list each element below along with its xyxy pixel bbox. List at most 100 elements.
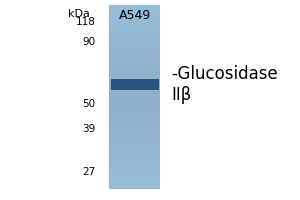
Bar (110, 171, 160, 172)
Bar (110, 24, 160, 25)
Bar (110, 161, 160, 162)
Bar (110, 112, 160, 113)
Bar (110, 77, 160, 78)
Bar (110, 106, 160, 107)
Bar (110, 174, 160, 175)
Bar (110, 97, 160, 98)
Bar (110, 133, 160, 134)
Bar (110, 62, 160, 63)
Bar (110, 187, 160, 188)
Bar (110, 54, 160, 55)
Bar (110, 19, 160, 20)
Bar (110, 139, 160, 140)
Bar (110, 78, 160, 79)
Bar (110, 55, 160, 56)
Bar (110, 34, 160, 35)
Bar (110, 101, 160, 102)
Bar (110, 117, 160, 118)
Bar (110, 31, 160, 32)
Bar (110, 47, 160, 48)
Bar (110, 74, 160, 75)
Bar (110, 90, 160, 91)
Bar (110, 37, 160, 38)
Bar (110, 147, 160, 148)
Bar (110, 107, 160, 108)
Bar (110, 167, 160, 168)
Bar (110, 12, 160, 13)
Bar (110, 115, 160, 116)
Bar (110, 71, 160, 72)
Bar (110, 67, 160, 68)
Bar (110, 72, 160, 73)
Bar (110, 148, 160, 149)
Bar (110, 11, 160, 12)
Text: 118: 118 (76, 17, 95, 27)
Bar (110, 163, 160, 164)
Bar (110, 144, 160, 145)
Bar (110, 141, 160, 142)
Text: 39: 39 (82, 124, 95, 134)
Bar (110, 83, 160, 84)
Bar (110, 137, 160, 138)
Bar (110, 100, 160, 101)
Bar (110, 175, 160, 176)
Bar (110, 98, 160, 99)
Bar (110, 66, 160, 67)
Bar (110, 50, 160, 51)
Bar (110, 17, 160, 18)
Bar (110, 82, 160, 83)
Text: 90: 90 (82, 37, 95, 47)
Bar (110, 14, 160, 15)
Text: 27: 27 (82, 167, 95, 177)
Bar (110, 157, 160, 158)
Bar (110, 154, 160, 155)
Text: kDa: kDa (68, 9, 90, 19)
Bar (110, 9, 160, 10)
Bar (110, 111, 160, 112)
Bar (110, 6, 160, 7)
Bar (110, 140, 160, 141)
Bar (110, 45, 160, 46)
Bar (110, 85, 160, 86)
Bar (110, 178, 160, 179)
Bar (110, 69, 160, 70)
Bar (110, 30, 160, 31)
Bar (110, 60, 160, 61)
Bar (110, 53, 160, 54)
Bar (110, 95, 160, 96)
Bar (110, 20, 160, 21)
Bar (110, 180, 160, 181)
Bar (110, 143, 160, 144)
Bar (110, 186, 160, 187)
Bar (110, 33, 160, 34)
Bar (110, 79, 160, 80)
Bar (110, 93, 160, 94)
Bar (110, 64, 160, 65)
Bar (110, 21, 160, 22)
Bar (110, 181, 160, 182)
Bar (110, 176, 160, 177)
Bar (110, 22, 160, 23)
Bar (110, 36, 160, 37)
Bar (110, 28, 160, 29)
Bar (110, 65, 160, 66)
Bar (110, 177, 160, 178)
Bar (110, 26, 160, 27)
Bar (110, 179, 160, 180)
Bar (110, 184, 160, 185)
Bar (110, 84, 160, 85)
Bar (110, 118, 160, 119)
Bar (110, 138, 160, 139)
Bar (110, 87, 160, 88)
Bar (110, 132, 160, 133)
Bar (110, 127, 160, 128)
Bar (110, 110, 160, 111)
Bar (110, 13, 160, 14)
Bar (110, 58, 160, 59)
Bar (110, 116, 160, 117)
Bar (110, 156, 160, 157)
Bar (110, 88, 160, 89)
Bar (110, 151, 160, 152)
Bar (110, 104, 160, 105)
Bar (110, 32, 160, 33)
